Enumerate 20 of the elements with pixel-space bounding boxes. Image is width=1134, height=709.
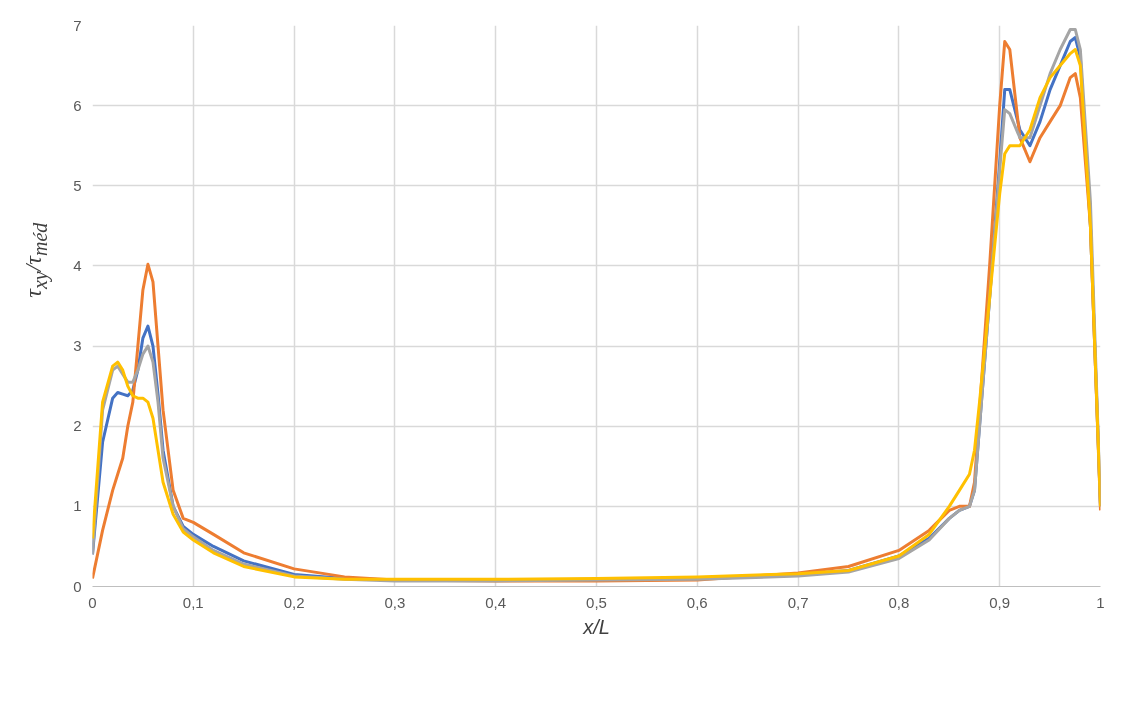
- y-tick-label: 0: [73, 577, 82, 595]
- x-tick-label: 0,6: [686, 593, 708, 611]
- x-tick-label: 0,1: [182, 593, 204, 611]
- x-tick-label: 0,9: [989, 593, 1011, 611]
- x-tick-label: 0: [88, 593, 97, 611]
- y-tick-label: 3: [73, 337, 82, 355]
- y-tick-label: 7: [73, 16, 82, 34]
- x-tick-label: 0,8: [888, 593, 910, 611]
- x-tick-label: 0,4: [485, 593, 507, 611]
- y-tick-label: 5: [73, 176, 82, 194]
- y-tick-label: 6: [73, 96, 82, 114]
- x-tick-label: 0,3: [384, 593, 406, 611]
- x-tick-label: 1: [1096, 593, 1105, 611]
- x-tick-label: 0,2: [283, 593, 305, 611]
- y-tick-label: 1: [73, 497, 82, 515]
- x-tick-label: 0,5: [586, 593, 607, 611]
- y-tick-label: 2: [73, 417, 82, 435]
- x-tick-label: 0,7: [787, 593, 809, 611]
- x-axis-title: x/L: [582, 615, 610, 638]
- y-tick-label: 4: [73, 256, 82, 274]
